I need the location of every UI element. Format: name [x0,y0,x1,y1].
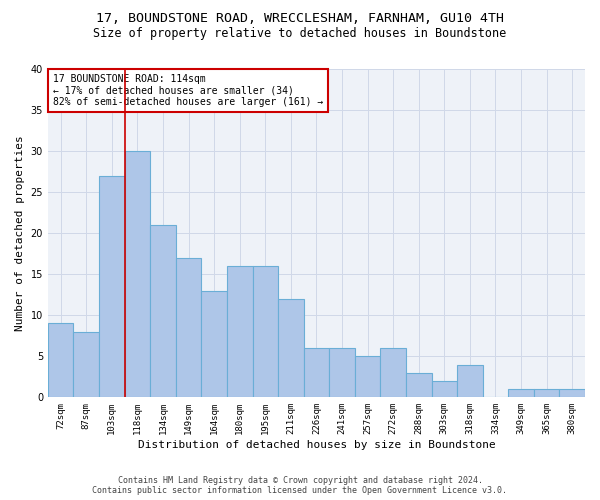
Bar [508,389,534,398]
Bar [457,364,482,398]
Bar [406,372,431,398]
Bar [227,266,253,398]
Bar [431,381,457,398]
Bar [559,389,585,398]
X-axis label: Distribution of detached houses by size in Boundstone: Distribution of detached houses by size … [137,440,496,450]
Bar [176,258,202,398]
Bar [73,332,99,398]
Bar [99,176,125,398]
Text: 17, BOUNDSTONE ROAD, WRECCLESHAM, FARNHAM, GU10 4TH: 17, BOUNDSTONE ROAD, WRECCLESHAM, FARNHA… [96,12,504,26]
Bar [355,356,380,398]
Bar [48,324,73,398]
Bar [329,348,355,398]
Y-axis label: Number of detached properties: Number of detached properties [15,136,25,331]
Bar [125,151,150,398]
Bar [380,348,406,398]
Bar [253,266,278,398]
Text: Contains HM Land Registry data © Crown copyright and database right 2024.
Contai: Contains HM Land Registry data © Crown c… [92,476,508,495]
Text: Size of property relative to detached houses in Boundstone: Size of property relative to detached ho… [94,28,506,40]
Bar [150,225,176,398]
Bar [534,389,559,398]
Bar [278,299,304,398]
Bar [202,290,227,398]
Text: 17 BOUNDSTONE ROAD: 114sqm
← 17% of detached houses are smaller (34)
82% of semi: 17 BOUNDSTONE ROAD: 114sqm ← 17% of deta… [53,74,323,107]
Bar [304,348,329,398]
